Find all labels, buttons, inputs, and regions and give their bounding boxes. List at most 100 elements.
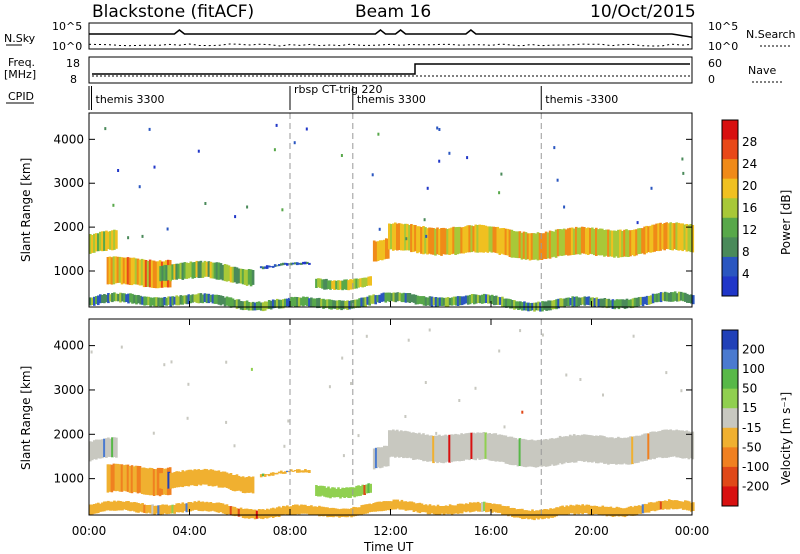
heatmap-cell <box>535 510 538 519</box>
heatmap-cell <box>400 430 403 457</box>
heatmap-cell <box>470 502 474 512</box>
scatter-point <box>458 399 461 402</box>
heatmap-cell <box>199 293 203 303</box>
heatmap-cell <box>195 469 199 487</box>
heatmap-cell <box>249 269 253 287</box>
heatmap-cell <box>689 431 693 459</box>
heatmap-cell <box>201 262 205 278</box>
scatter-point <box>499 451 502 455</box>
heatmap-cell <box>298 262 301 265</box>
heatmap-cell <box>169 296 172 307</box>
heatmap-cell <box>93 233 96 253</box>
heatmap-cell <box>609 300 613 308</box>
heatmap-cell <box>213 294 217 304</box>
heatmap-cell <box>116 463 120 491</box>
heatmap-cell <box>300 262 303 265</box>
heatmap-cell <box>485 502 488 513</box>
heatmap-cell <box>579 297 582 306</box>
heatmap-cell <box>541 301 544 312</box>
heatmap-cell <box>647 296 651 305</box>
heatmap-cell <box>663 500 667 509</box>
heatmap-cell <box>231 506 235 516</box>
heatmap-cell <box>255 301 259 311</box>
heatmap-cell <box>440 435 443 463</box>
heatmap-cell <box>561 298 564 308</box>
nsearch-series-line <box>88 43 693 47</box>
heatmap-cell <box>462 434 465 461</box>
heatmap-cell <box>639 505 643 514</box>
heatmap-cell <box>131 293 134 304</box>
heatmap-cell <box>458 434 461 462</box>
heatmap-cell <box>647 433 650 460</box>
heatmap-cell <box>355 485 358 497</box>
heatmap-cell <box>326 299 329 308</box>
heatmap-cell <box>575 504 578 514</box>
heatmap-cell <box>341 487 344 498</box>
heatmap-cell <box>288 297 291 307</box>
heatmap-cell <box>442 435 445 464</box>
scatter-point <box>405 237 408 241</box>
colorbar-swatch <box>722 427 738 448</box>
heatmap-cell <box>506 228 510 256</box>
heatmap-cell <box>667 499 671 510</box>
heatmap-cell <box>286 470 289 473</box>
heatmap-cell <box>625 507 629 517</box>
power-heatmap <box>89 123 695 312</box>
heatmap-cell <box>363 485 366 495</box>
heatmap-cell <box>173 296 176 305</box>
heatmap-cell <box>107 231 110 250</box>
heatmap-cell <box>615 299 619 308</box>
heatmap-cell <box>229 266 233 283</box>
heatmap-cell <box>99 439 102 459</box>
heatmap-cell <box>213 262 217 279</box>
scatter-point <box>565 373 568 377</box>
heatmap-cell <box>629 299 633 309</box>
heatmap-cell <box>374 502 377 512</box>
velocity-heatmap <box>89 328 695 521</box>
heatmap-cell <box>183 262 187 279</box>
heatmap-cell <box>181 295 185 305</box>
heatmap-cell <box>374 241 378 262</box>
heatmap-cell <box>120 257 124 285</box>
heatmap-cell <box>456 296 460 306</box>
heatmap-cell <box>639 296 643 305</box>
heatmap-cell <box>558 229 562 256</box>
heatmap-cell <box>294 470 297 472</box>
heatmap-cell <box>609 230 612 257</box>
heatmap-cell <box>253 509 257 520</box>
heatmap-cell <box>398 292 402 301</box>
heatmap-cell <box>621 508 625 517</box>
heatmap-cell <box>472 294 476 305</box>
heatmap-cell <box>430 505 434 514</box>
heatmap-cell <box>484 432 488 459</box>
heatmap-cell <box>235 474 239 491</box>
heatmap-cell <box>219 503 223 512</box>
heatmap-cell <box>367 276 370 286</box>
scatter-point <box>204 202 207 205</box>
heatmap-cell <box>312 298 315 308</box>
heatmap-cell <box>310 297 313 307</box>
heatmap-cell <box>306 506 309 514</box>
scatter-point <box>498 349 501 353</box>
heatmap-cell <box>273 472 277 475</box>
heatmap-cell <box>362 297 365 307</box>
scatter-point <box>498 191 501 195</box>
heatmap-cell <box>304 469 307 473</box>
heatmap-cell <box>442 506 446 515</box>
heatmap-cell <box>549 300 552 311</box>
heatmap-cell <box>142 259 146 288</box>
scatter-point <box>107 449 109 453</box>
heatmap-cell <box>225 504 229 515</box>
heatmap-cell <box>595 506 599 514</box>
heatmap-cell <box>544 231 548 259</box>
heatmap-cell <box>195 501 199 510</box>
heatmap-cell <box>603 230 606 257</box>
heatmap-cell <box>478 432 481 460</box>
heatmap-cell <box>191 502 195 511</box>
heatmap-cell <box>369 276 372 286</box>
heatmap-cell <box>673 430 676 457</box>
colorbar-tick: -100 <box>742 460 769 474</box>
heatmap-cell <box>288 506 291 515</box>
heatmap-cell <box>227 297 231 307</box>
heatmap-cell <box>509 508 512 516</box>
